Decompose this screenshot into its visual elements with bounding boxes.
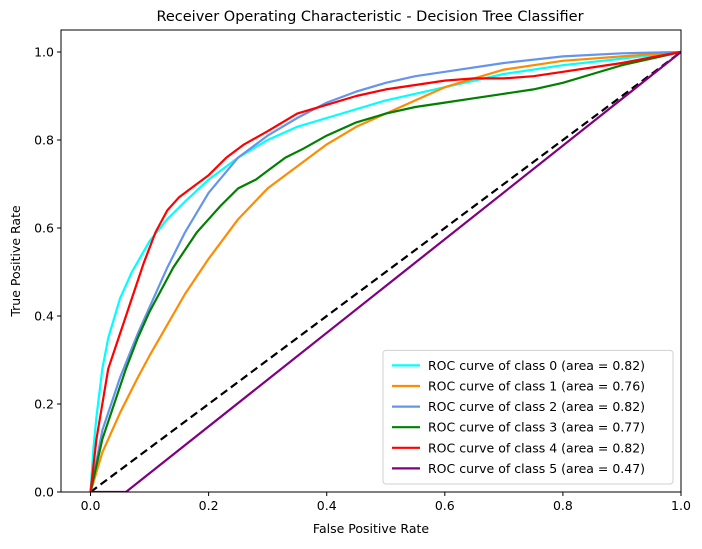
y-tick-label: 1.0 <box>34 45 54 60</box>
legend-label: ROC curve of class 2 (area = 0.82) <box>428 399 645 414</box>
series-line-class-4 <box>89 50 681 492</box>
x-axis-ticks: 0.0 0.2 0.4 0.6 0.8 1.0 <box>81 492 691 513</box>
y-tick-label: 0.8 <box>34 133 54 148</box>
legend-label: ROC curve of class 1 (area = 0.76) <box>428 379 645 394</box>
legend-label: ROC curve of class 5 (area = 0.47) <box>428 461 645 476</box>
y-axis-label: True Positive Rate <box>8 205 23 318</box>
legend-box <box>382 349 674 485</box>
legend-label: ROC curve of class 4 (area = 0.82) <box>428 440 645 455</box>
x-tick-label: 0.0 <box>81 498 101 513</box>
x-tick-label: 0.4 <box>317 498 337 513</box>
series-layer <box>89 50 681 492</box>
y-tick-label: 0.2 <box>34 397 54 412</box>
x-axis-label: False Positive Rate <box>313 521 429 536</box>
y-tick-label: 0.0 <box>34 485 54 500</box>
y-axis-ticks: 0.0 0.2 0.4 0.6 0.8 1.0 <box>34 45 61 500</box>
series-line-class-2 <box>89 50 681 492</box>
axes-frame <box>60 29 682 493</box>
series-line-class-1 <box>89 50 681 492</box>
y-tick-label: 0.6 <box>34 221 54 236</box>
series-line-class-3 <box>89 50 681 492</box>
x-tick-label: 0.6 <box>435 498 455 513</box>
x-tick-label: 1.0 <box>671 498 691 513</box>
chance-diagonal-line <box>89 51 681 492</box>
legend: ROC curve of class 0 (area = 0.82) ROC cu… <box>382 349 674 485</box>
legend-label: ROC curve of class 3 (area = 0.77) <box>428 420 645 435</box>
legend-label: ROC curve of class 0 (area = 0.82) <box>428 358 645 373</box>
series-line-class-5 <box>90 51 681 492</box>
y-tick-label: 0.4 <box>34 309 54 324</box>
x-tick-label: 0.2 <box>199 498 219 513</box>
x-tick-label: 0.8 <box>553 498 573 513</box>
chart-title: Receiver Operating Characteristic - Deci… <box>156 9 583 25</box>
